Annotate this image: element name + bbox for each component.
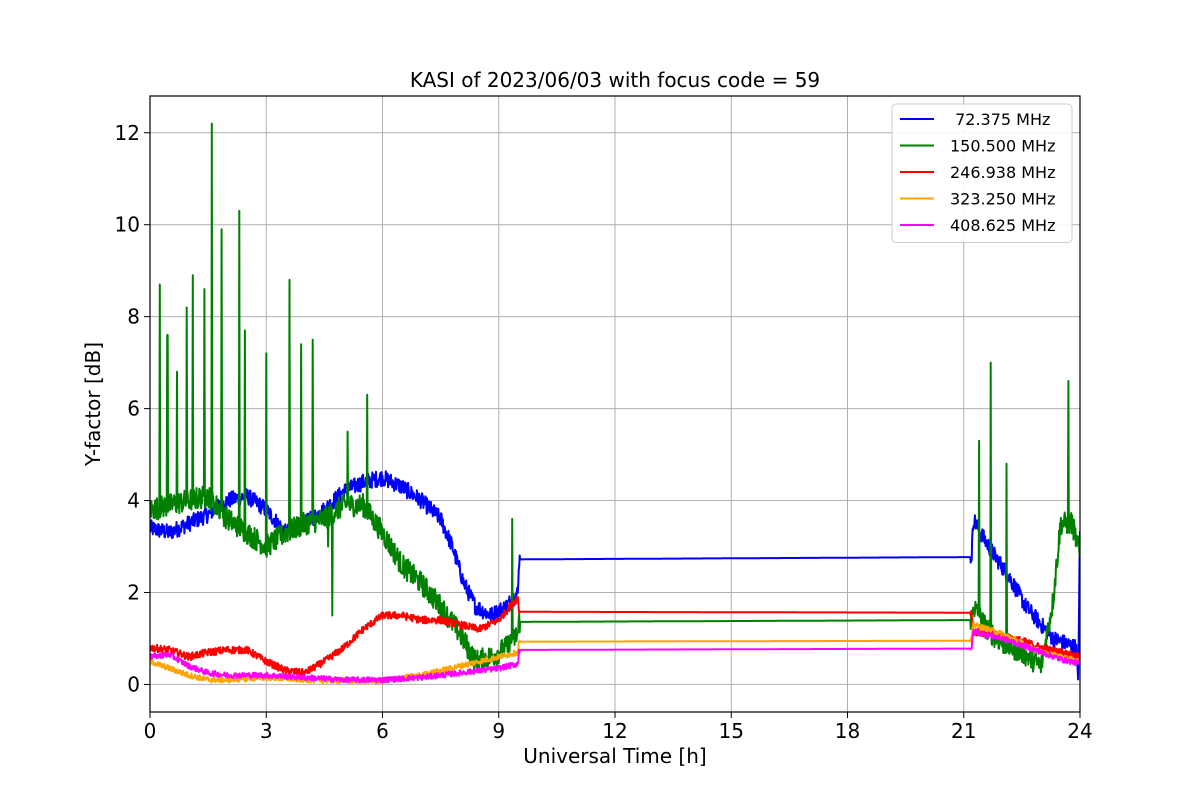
x-tick-label: 24 bbox=[1067, 719, 1092, 743]
y-axis-label: Y-factor [dB] bbox=[81, 342, 105, 467]
x-tick-label: 18 bbox=[835, 719, 860, 743]
x-tick-label: 9 bbox=[492, 719, 505, 743]
y-tick-label: 12 bbox=[115, 121, 140, 145]
y-tick-label: 4 bbox=[127, 489, 140, 513]
series-line-2 bbox=[150, 595, 1080, 677]
legend: 72.375 MHz 150.500 MHz 246.938 MHz 323.250 … bbox=[891, 103, 1073, 243]
x-tick-label: 21 bbox=[951, 719, 976, 743]
series-line-4 bbox=[150, 628, 1080, 684]
x-tick-label: 3 bbox=[260, 719, 273, 743]
series-layer bbox=[150, 122, 1080, 685]
series-line-1 bbox=[150, 122, 1080, 674]
x-tick-label: 0 bbox=[144, 719, 157, 743]
y-axis: 0 2 4 6 8 10 12 bbox=[115, 121, 150, 696]
y-tick-label: 8 bbox=[127, 305, 140, 329]
legend-label: 150.500 MHz bbox=[950, 137, 1055, 156]
y-tick-label: 10 bbox=[115, 213, 140, 237]
x-tick-label: 15 bbox=[719, 719, 744, 743]
x-axis-label: Universal Time [h] bbox=[523, 744, 706, 768]
legend-label: 72.375 MHz bbox=[950, 110, 1050, 129]
legend-label: 246.938 MHz bbox=[950, 163, 1055, 182]
x-axis: 0 3 6 9 12 15 18 21 24 bbox=[144, 712, 1093, 743]
y-tick-label: 2 bbox=[127, 580, 140, 604]
y-tick-label: 6 bbox=[127, 397, 140, 421]
chart-title: KASI of 2023/06/03 with focus code = 59 bbox=[410, 68, 820, 92]
y-tick-label: 0 bbox=[127, 672, 140, 696]
x-tick-label: 6 bbox=[376, 719, 389, 743]
legend-label: 323.250 MHz bbox=[950, 190, 1055, 209]
legend-label: 408.625 MHz bbox=[950, 216, 1055, 235]
x-tick-label: 12 bbox=[602, 719, 627, 743]
legend-box bbox=[891, 103, 1073, 243]
